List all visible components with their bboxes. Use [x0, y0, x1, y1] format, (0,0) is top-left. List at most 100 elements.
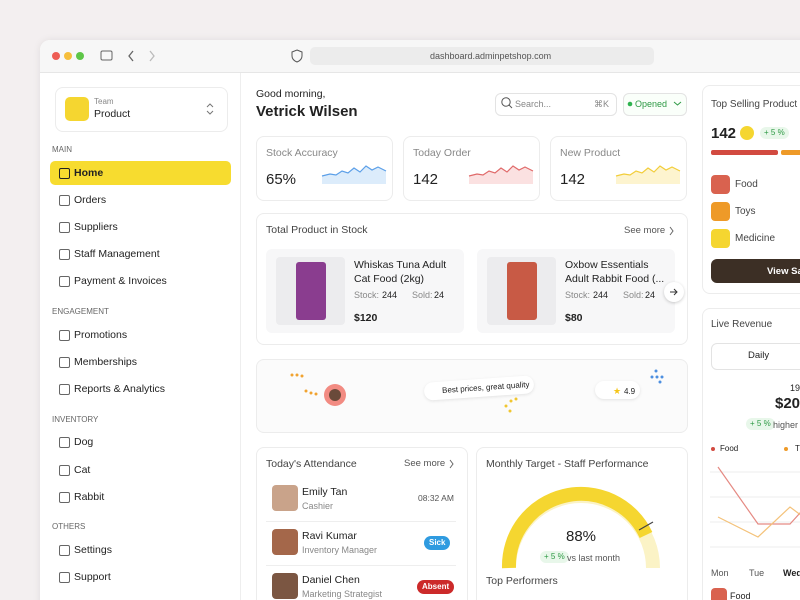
row-divider: [266, 565, 456, 566]
top-selling-change: + 5 %: [760, 127, 789, 139]
target-title: Monthly Target - Staff Performance: [486, 458, 649, 470]
category-name: Medicine: [735, 233, 776, 244]
back-button[interactable]: [128, 50, 134, 62]
stat-label: Today Order: [413, 147, 471, 159]
revenue-list-item: Food: [730, 591, 751, 600]
product-price: $80: [565, 312, 583, 324]
stat-value: 142: [413, 171, 439, 188]
menu-item[interactable]: Payment & Invoices: [74, 275, 167, 287]
team-icon: [65, 97, 89, 121]
revenue-amount-top: 19: [790, 383, 800, 393]
stat-value: 65%: [266, 171, 297, 188]
stat-label: New Product: [560, 147, 621, 159]
top-performers: Top Performers: [486, 575, 558, 587]
sold-label: Sold:: [623, 290, 644, 300]
rating-star: ★: [613, 386, 622, 396]
address-bar[interactable]: [310, 47, 654, 65]
menu-item[interactable]: Memberships: [74, 356, 138, 368]
menu-item[interactable]: Suppliers: [74, 221, 118, 233]
share-bar-toys: [781, 150, 800, 155]
day-label: Tue: [749, 568, 765, 578]
stock-link[interactable]: See more: [624, 225, 666, 236]
share-bar-food: [711, 150, 778, 155]
menu-item[interactable]: Orders: [74, 194, 107, 206]
sidebar: [40, 73, 241, 600]
menu-item[interactable]: Promotions: [74, 329, 128, 341]
day-label: Wed: [783, 568, 800, 578]
attendance-link[interactable]: See more: [404, 458, 446, 469]
search-box[interactable]: [495, 93, 617, 116]
view-sales-button[interactable]: [711, 259, 800, 283]
team-chevron: [206, 103, 214, 115]
sparkline-svg: [321, 165, 387, 184]
menu-item[interactable]: Home: [74, 167, 104, 179]
product-image: [296, 262, 326, 320]
staff-role: Marketing Strategist: [302, 589, 383, 599]
revenue-change: + 5 %: [746, 418, 775, 430]
stock-label: Stock:: [565, 290, 591, 300]
team-label: Team: [94, 97, 114, 106]
legend-dots: [711, 447, 788, 451]
stock-count: 244: [382, 290, 398, 300]
status-label: Opened: [635, 99, 668, 109]
status-dropdown[interactable]: [623, 93, 687, 116]
menu-item[interactable]: Dog: [74, 436, 94, 448]
category-icon: [711, 175, 730, 194]
product-price: $120: [354, 312, 378, 324]
top-selling-icon: [740, 126, 754, 140]
avatar: [272, 529, 298, 555]
menu-icon: [59, 195, 70, 206]
tab-bar: [711, 343, 800, 370]
menu-icon: [59, 572, 70, 583]
maximize-button[interactable]: [76, 52, 84, 60]
target-change: + 5 %: [540, 551, 569, 563]
section-title: ENGAGEMENT: [52, 307, 109, 316]
row-divider: [266, 521, 456, 522]
tab-daily[interactable]: Daily: [748, 350, 770, 361]
menu-item[interactable]: Support: [74, 571, 111, 583]
legend-food: Food: [720, 444, 739, 453]
status-badge: Absent: [417, 580, 455, 594]
sidebar-toggle[interactable]: [100, 50, 113, 61]
product-name: Oxbow Essentials Adult Rabbit Food (...: [565, 259, 665, 285]
staff-name: Ravi Kumar: [302, 530, 357, 542]
menu-item[interactable]: Rabbit: [74, 491, 105, 503]
menu-item[interactable]: Settings: [74, 544, 112, 556]
sparkline: [615, 162, 681, 184]
menu-icon: [59, 357, 70, 368]
map-dots: [290, 369, 664, 413]
avatar: [272, 485, 298, 511]
attendance-title: Today's Attendance: [266, 458, 357, 470]
revenue-amount: $20: [775, 395, 800, 412]
category-icon: [711, 202, 730, 221]
search-icon: [501, 97, 513, 109]
staff-role: Cashier: [302, 501, 334, 511]
revenue-title: Live Revenue: [711, 319, 773, 330]
url: dashboard.adminpetshop.com: [430, 51, 552, 61]
menu-item[interactable]: Staff Management: [74, 248, 160, 260]
menu-icon: [59, 437, 70, 448]
minimize-button[interactable]: [64, 52, 72, 60]
menu-icon: [59, 276, 70, 287]
sold-count: 24: [434, 290, 445, 300]
menu-item[interactable]: Reports & Analytics: [74, 383, 166, 395]
status-badge: Sick: [424, 536, 451, 550]
gauge: [501, 486, 660, 569]
section-title: OTHERS: [52, 522, 86, 531]
menu-item[interactable]: Cat: [74, 464, 91, 476]
active-item-bg[interactable]: [50, 161, 231, 185]
menu-icon: [59, 465, 70, 476]
revenue-chart: [710, 466, 800, 548]
sold-label: Sold:: [412, 290, 433, 300]
stat-value: 142: [560, 171, 586, 188]
search-placeholder: Search...: [515, 99, 552, 109]
target-value: 88%: [566, 528, 597, 545]
link-arrow: [669, 226, 674, 236]
revenue-note: higher: [773, 420, 799, 430]
staff-role: Inventory Manager: [302, 545, 378, 555]
menu-icon: [59, 545, 70, 556]
close-button[interactable]: [52, 52, 60, 60]
menu-icon: [59, 168, 70, 179]
forward-button[interactable]: [149, 50, 155, 62]
